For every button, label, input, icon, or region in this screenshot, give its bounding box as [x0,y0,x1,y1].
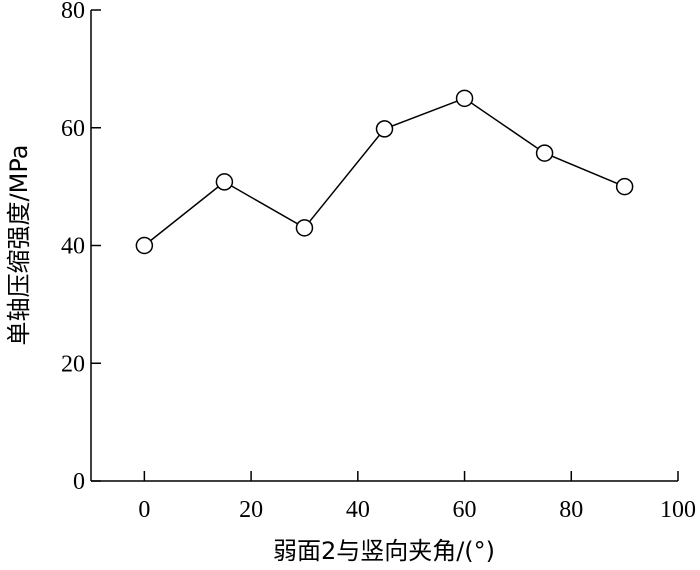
y-tick-label: 20 [61,351,85,377]
y-ticks: 0 20 40 60 80 [61,0,101,495]
x-tick-label: 20 [239,497,263,523]
x-ticks: 0 20 40 60 80 100 [138,471,696,523]
x-tick-label: 40 [346,497,370,523]
x-tick-label: 0 [138,497,150,523]
x-tick-label: 60 [453,497,477,523]
data-point [375,120,394,138]
series [135,89,634,255]
y-tick-label: 0 [73,469,85,495]
data-point [135,236,154,255]
data-point [535,144,554,162]
y-axis-title: 单轴压缩强度/MPa [5,145,33,346]
y-tick-label: 80 [61,0,85,24]
data-point [215,173,234,191]
y-tick-label: 60 [61,116,85,142]
axes [90,10,678,482]
x-tick-label: 100 [660,497,696,523]
x-tick-label: 80 [559,497,583,523]
x-axis-title: 弱面2与竖向夹角/(°) [273,537,495,565]
data-point [455,89,474,108]
data-point [615,177,634,196]
y-tick-label: 40 [61,234,85,260]
data-point [295,219,314,237]
